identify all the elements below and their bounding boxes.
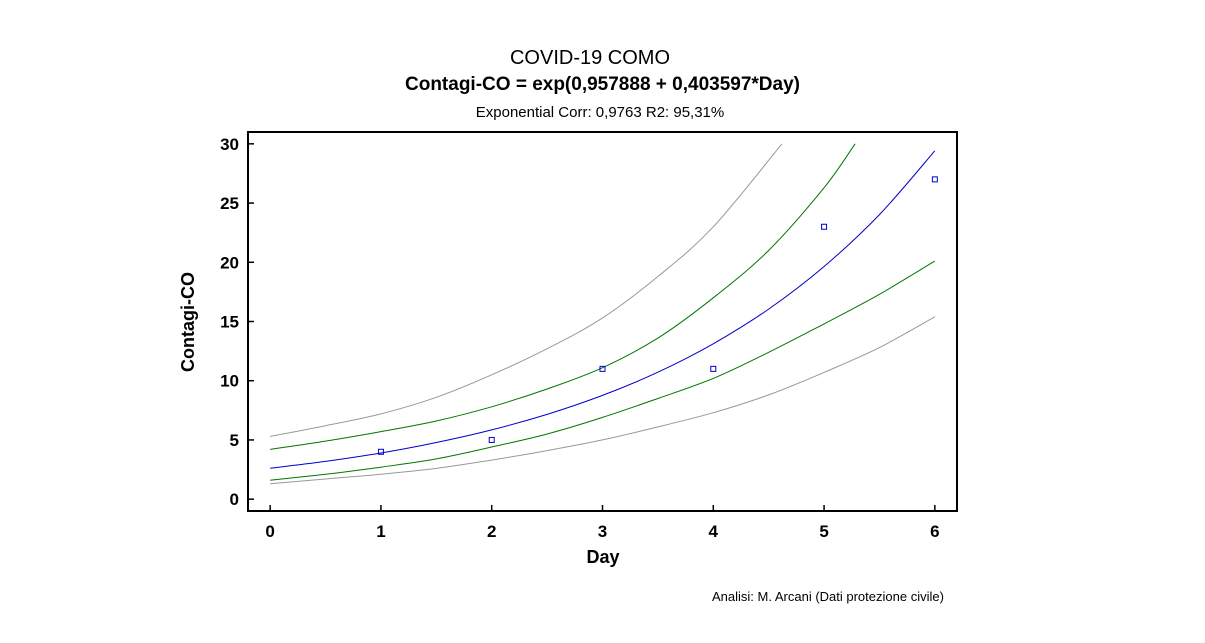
x-tick-label: 2 xyxy=(487,522,496,541)
plot-frame xyxy=(247,131,958,512)
y-tick-label: 10 xyxy=(220,372,239,391)
credit-note: Analisi: M. Arcani (Dati protezione civi… xyxy=(712,589,944,604)
prediction-lower-curve xyxy=(270,316,936,485)
data-point xyxy=(821,223,828,230)
prediction-upper-curve xyxy=(270,143,783,437)
y-tick-label: 15 xyxy=(220,313,239,332)
fit-statistics: Exponential Corr: 0,9763 R2: 95,31% xyxy=(475,104,725,121)
data-point xyxy=(599,365,606,372)
y-tick-label: 20 xyxy=(220,253,239,272)
y-axis: 0 5 10 15 20 25 30 xyxy=(220,135,254,509)
x-tick-label: 3 xyxy=(598,522,607,541)
y-tick-label: 25 xyxy=(220,194,239,213)
y-tick-label: 5 xyxy=(230,431,239,450)
points-layer xyxy=(377,176,938,455)
chart-subtitle: Contagi-CO = exp(0,957888 + 0,403597*Day… xyxy=(405,74,800,95)
data-point xyxy=(710,365,717,372)
x-tick-label: 0 xyxy=(265,522,274,541)
x-axis-title: Day xyxy=(586,547,619,567)
x-tick-label: 1 xyxy=(376,522,385,541)
chart-title: COVID-19 COMO xyxy=(509,47,671,69)
y-tick-label: 0 xyxy=(230,490,239,509)
data-point xyxy=(931,176,938,183)
curves-layer xyxy=(270,143,936,485)
x-tick-label: 6 xyxy=(930,522,939,541)
data-point xyxy=(377,448,384,455)
y-tick-label: 30 xyxy=(220,135,239,154)
confidence-lower-curve xyxy=(270,260,936,481)
x-axis: 0 1 2 3 4 5 6 xyxy=(265,505,940,541)
x-tick-label: 4 xyxy=(709,522,719,541)
x-tick-label: 5 xyxy=(819,522,828,541)
data-point xyxy=(488,436,495,443)
y-axis-title: Contagi-CO xyxy=(178,272,198,372)
confidence-upper-curve xyxy=(270,143,856,450)
fit-curve xyxy=(270,150,936,469)
